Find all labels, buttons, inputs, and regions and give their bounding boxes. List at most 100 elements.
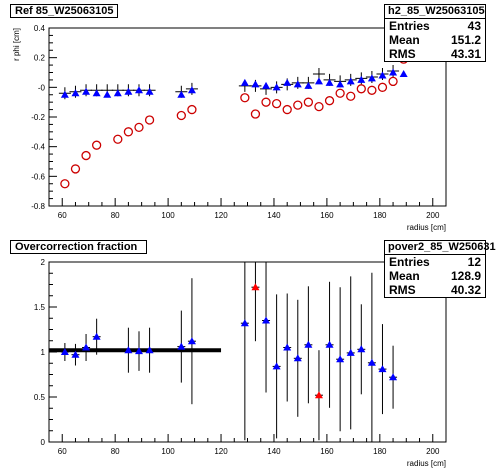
bottom-triangle-marker	[71, 350, 80, 358]
bottom-triangle-marker	[346, 348, 355, 356]
top-stats-entries-label: Entries	[389, 19, 430, 33]
top-circle-marker	[91, 140, 102, 150]
bottom-stats-mean-row: Mean 128.9	[385, 269, 485, 283]
top-xlabel: radius [cm]	[407, 223, 446, 232]
bottom-triangle-marker	[92, 332, 101, 340]
bottom-triangle-marker	[389, 373, 398, 381]
top-circle-marker	[240, 93, 250, 103]
top-triangle-marker	[399, 69, 408, 77]
bottom-triangle-marker	[134, 347, 143, 355]
bottom-ytick-label: 0	[41, 438, 46, 447]
top-triangle-marker	[346, 77, 355, 85]
top-stats-box: h2_85_W25063105 Entries 43 Mean 151.2 RMS 4…	[384, 4, 486, 62]
bottom-triangle-marker	[262, 316, 271, 324]
top-circle-marker	[346, 91, 356, 101]
top-stats-rms-value: 43.31	[450, 47, 481, 61]
bottom-triangle-marker	[283, 343, 292, 351]
top-ylabel: r phi [cm]	[12, 28, 21, 61]
bottom-triangle-marker	[82, 343, 91, 351]
top-xtick-label: 160	[320, 211, 334, 220]
top-stats-mean-value: 151.2	[450, 33, 481, 47]
top-triangle-marker	[304, 81, 313, 89]
top-circle-marker	[134, 122, 144, 133]
bottom-xtick-label: 200	[426, 447, 440, 456]
top-circle-marker	[303, 97, 314, 107]
top-triangle-marker	[177, 90, 186, 98]
bottom-triangle-marker	[378, 365, 387, 373]
bottom-ytick-label: 1.5	[34, 303, 46, 312]
top-stats-rms-row: RMS 43.31	[385, 47, 485, 61]
top-xtick-label: 200	[426, 211, 440, 220]
top-triangle-marker	[92, 89, 101, 97]
top-stats-entries-value: 43	[467, 19, 481, 33]
top-circle-marker	[187, 104, 197, 115]
top-xtick-label: 120	[214, 211, 228, 220]
top-triangle-marker	[389, 68, 398, 76]
top-circle-marker	[70, 164, 81, 174]
bottom-stats-entries-row: Entries 12	[385, 255, 485, 269]
top-circle-marker	[261, 97, 271, 107]
bottom-stats-entries-label: Entries	[389, 255, 430, 269]
bottom-triangle-marker	[293, 354, 302, 362]
top-triangle-marker	[187, 86, 196, 94]
top-xtick-label: 100	[161, 211, 175, 220]
bottom-triangle-marker	[251, 283, 260, 291]
bottom-xtick-label: 120	[214, 447, 228, 456]
top-xtick-label: 180	[373, 211, 387, 220]
bottom-triangle-marker	[336, 355, 345, 363]
top-stats-name: h2_85_W25063105	[385, 5, 485, 19]
top-stats-rms-label: RMS	[389, 47, 416, 61]
top-triangle-marker	[314, 77, 323, 85]
top-circle-marker	[377, 82, 388, 92]
top-triangle-marker	[113, 89, 122, 97]
bottom-stats-name: pover2_85_W25063105	[385, 241, 496, 255]
top-ytick-label: -0.6	[31, 172, 45, 181]
bottom-xtick-label: 60	[58, 447, 67, 456]
top-circle-marker	[314, 101, 324, 112]
top-circle-marker	[282, 104, 292, 115]
bottom-stats-rms-label: RMS	[389, 283, 416, 297]
top-triangle-marker	[325, 78, 334, 86]
bottom-triangle-marker	[177, 342, 186, 350]
bottom-ytick-label: 2	[41, 258, 46, 267]
top-triangle-marker	[240, 78, 249, 86]
bottom-chart: 60 80 100 120 140 160 180 200 0 0.5 1 1.5 2 radius [c…	[34, 258, 447, 468]
bottom-stats-mean-label: Mean	[389, 269, 420, 283]
bottom-triangle-marker	[187, 337, 196, 345]
top-stats-mean-row: Mean 151.2	[385, 33, 485, 47]
top-triangle-marker	[251, 80, 260, 88]
bottom-xlabel: radius [cm]	[407, 459, 446, 468]
top-circle-marker	[293, 100, 303, 110]
top-circle-marker	[123, 127, 134, 137]
top-circle-marker	[250, 109, 261, 119]
top-triangle-marker	[283, 78, 292, 86]
bottom-stats-entries-value: 12	[467, 255, 481, 269]
bottom-stats-mean-value: 128.9	[450, 269, 481, 283]
top-stats-mean-label: Mean	[389, 33, 420, 47]
top-triangle-marker	[134, 86, 143, 94]
top-circle-marker	[367, 85, 377, 95]
top-circle-marker	[144, 115, 155, 125]
bottom-triangle-marker	[314, 391, 323, 399]
top-circle-marker	[335, 88, 345, 98]
top-triangle-marker	[82, 87, 91, 95]
bottom-triangle-marker	[304, 340, 313, 348]
top-ytick-label: -0.4	[31, 143, 45, 152]
top-triangle-marker	[262, 81, 271, 89]
bottom-xtick-label: 100	[161, 447, 175, 456]
top-ytick-label: -0	[38, 83, 46, 92]
top-triangle-marker	[145, 87, 154, 95]
bottom-triangle-marker	[145, 346, 154, 354]
top-circle-marker	[271, 99, 282, 109]
bottom-triangle-marker	[272, 362, 281, 370]
top-chart: 60 80 100 120 140 160 180 200 -0.8 -0.6 -0.4 -0.2 -0…	[12, 24, 447, 232]
top-triangle-marker	[60, 90, 69, 98]
top-triangle-marker	[103, 90, 112, 98]
top-circle-marker	[176, 110, 186, 121]
top-xtick-label: 60	[58, 211, 67, 220]
top-triangle-marker	[367, 74, 376, 82]
top-stats-entries-row: Entries 43	[385, 19, 485, 33]
bottom-ytick-label: 0.5	[34, 393, 46, 402]
top-triangle-marker	[357, 75, 366, 83]
